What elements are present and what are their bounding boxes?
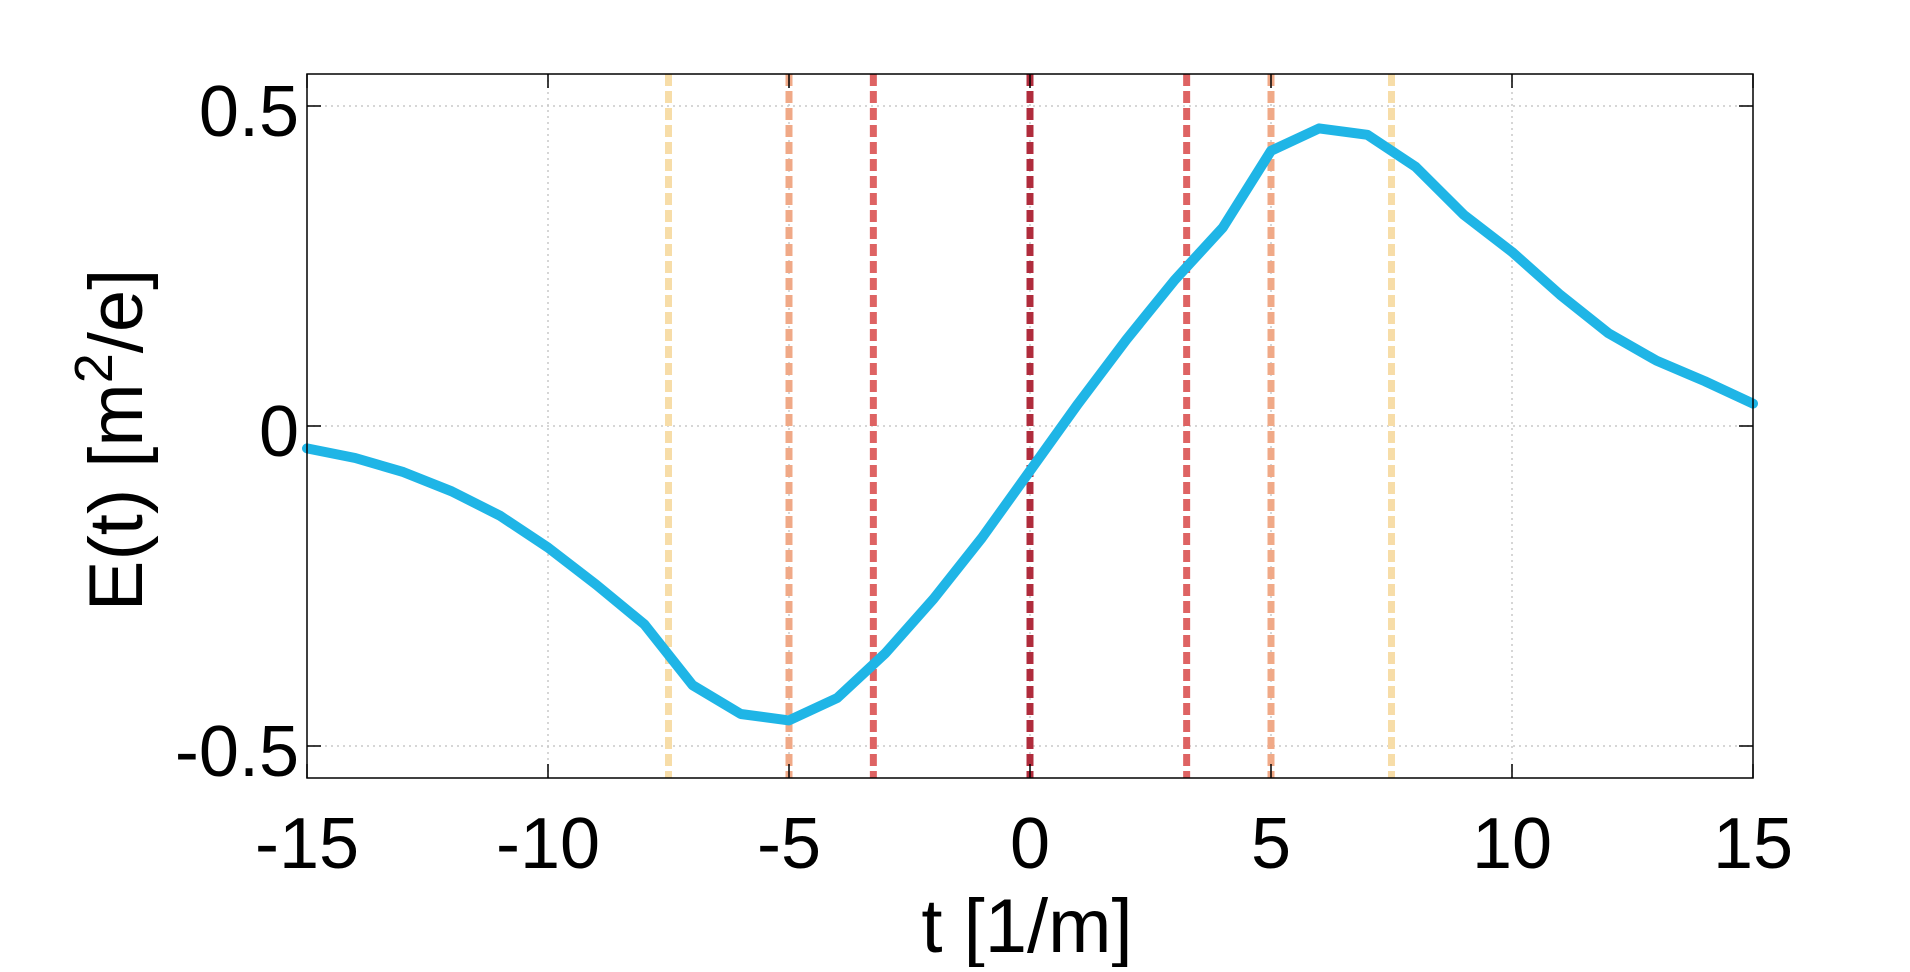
y-axis-label: E(t) [m2/e] bbox=[64, 269, 159, 612]
y-axis-label-main: E(t) [m bbox=[74, 383, 159, 611]
y-tick-label: -0.5 bbox=[175, 712, 299, 792]
grid-layer bbox=[307, 74, 1753, 778]
x-tick-label: -5 bbox=[757, 804, 821, 884]
x-tick-label: 0 bbox=[1010, 804, 1050, 884]
series-line bbox=[302, 123, 1758, 726]
axis-layer: -15 -10 -5 0 5 10 15 -0.5 0 0.5 bbox=[175, 72, 1793, 884]
x-tick-label: -10 bbox=[496, 804, 600, 884]
x-axis-label: t [1/m] bbox=[921, 884, 1132, 967]
y-tick-label: 0 bbox=[259, 392, 299, 472]
x-tick-label: 15 bbox=[1713, 804, 1793, 884]
vertical-lines-layer bbox=[665, 74, 1395, 778]
y-tick-label: 0.5 bbox=[199, 72, 299, 152]
y-axis-label-superscript: 2 bbox=[64, 353, 124, 383]
y-axis-label-tail: /e] bbox=[74, 269, 159, 354]
x-tick-label: -15 bbox=[255, 804, 359, 884]
series-layer bbox=[302, 123, 1758, 726]
x-tick-label: 5 bbox=[1251, 804, 1291, 884]
x-tick-label: 10 bbox=[1472, 804, 1552, 884]
